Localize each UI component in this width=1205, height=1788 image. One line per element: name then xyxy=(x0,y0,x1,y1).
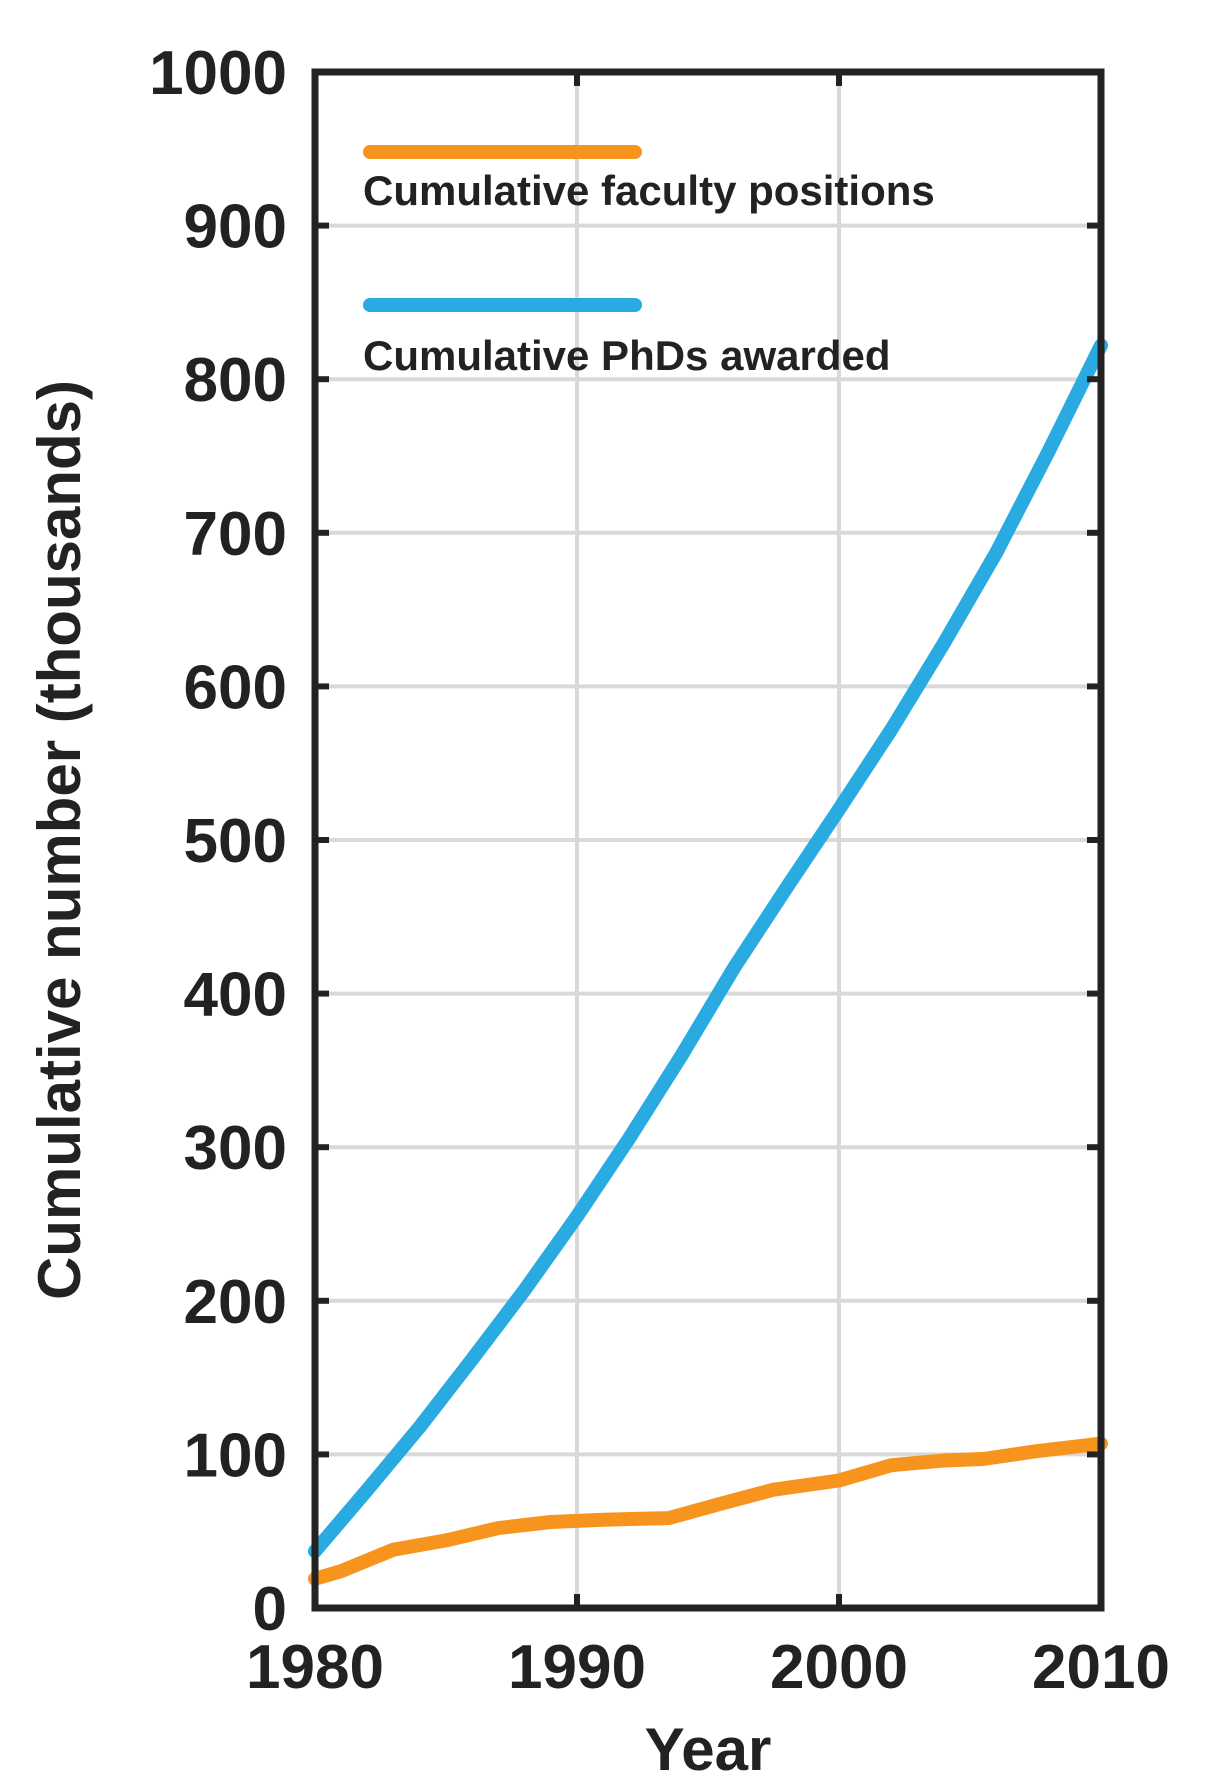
x-tick-label: 1990 xyxy=(508,1633,646,1702)
legend: Cumulative faculty positions Cumulative P… xyxy=(363,145,935,379)
axis-ticks xyxy=(312,69,1104,1611)
series-lines xyxy=(308,338,1108,1586)
x-tick-label: 1980 xyxy=(246,1633,384,1702)
y-tick-label: 500 xyxy=(184,807,287,876)
series-line-faculty-positions xyxy=(308,1436,1108,1586)
x-tick-labels: 1980 1990 2000 2010 xyxy=(246,1633,1170,1702)
y-tick-label: 200 xyxy=(184,1268,287,1337)
y-tick-label: 0 xyxy=(253,1575,287,1644)
y-tick-label: 100 xyxy=(184,1421,287,1490)
x-tick-label: 2010 xyxy=(1032,1633,1170,1702)
legend-label: Cumulative PhDs awarded xyxy=(363,332,890,379)
legend-label: Cumulative faculty positions xyxy=(363,167,935,214)
y-tick-label: 900 xyxy=(184,193,287,262)
x-tick-label: 2000 xyxy=(770,1633,908,1702)
series-line-phds-awarded xyxy=(308,338,1108,1559)
y-tick-labels: 0 100 200 300 400 500 600 700 800 900 1000 xyxy=(149,39,287,1644)
y-tick-label: 800 xyxy=(184,346,287,415)
y-tick-label: 600 xyxy=(184,653,287,722)
y-tick-label: 700 xyxy=(184,500,287,569)
y-tick-label: 300 xyxy=(184,1114,287,1183)
grid-lines xyxy=(315,72,1101,1608)
y-tick-label: 1000 xyxy=(149,39,287,108)
y-tick-label: 400 xyxy=(184,961,287,1030)
x-axis-title: Year xyxy=(645,1716,772,1783)
y-axis-title: Cumulative number (thousands) xyxy=(26,380,93,1300)
